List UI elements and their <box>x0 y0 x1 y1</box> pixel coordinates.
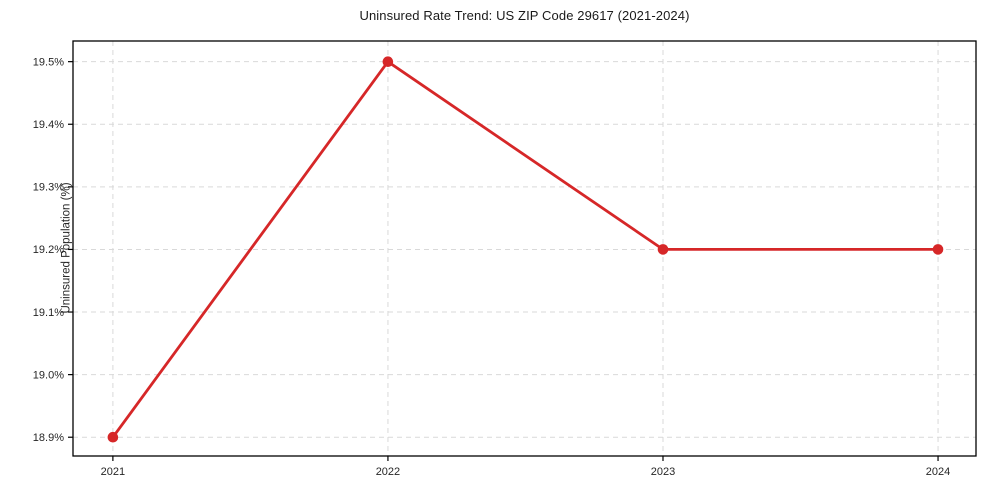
x-tick-label: 2022 <box>376 466 400 478</box>
x-tick-label: 2021 <box>101 466 125 478</box>
y-axis-label: Uninsured Population (%) <box>60 182 73 314</box>
y-tick-label: 18.9% <box>33 432 64 444</box>
plot-border <box>72 40 977 457</box>
y-tick-label: 19.5% <box>33 56 64 68</box>
data-point-marker <box>657 244 669 255</box>
x-tick-label: 2023 <box>651 466 675 478</box>
data-point-marker <box>932 244 944 255</box>
data-point-marker <box>382 56 394 67</box>
y-tick-label: 19.2% <box>33 244 64 256</box>
data-series-line <box>111 60 940 439</box>
y-tick-label: 19.1% <box>33 307 64 319</box>
y-tick-label: 19.0% <box>33 369 64 381</box>
y-tick-label: 19.4% <box>33 119 64 131</box>
x-tick-label: 2024 <box>926 466 950 478</box>
chart-title: Uninsured Rate Trend: US ZIP Code 29617 … <box>359 8 690 23</box>
y-tick-label: 19.3% <box>33 182 64 194</box>
data-point-marker <box>107 431 119 443</box>
